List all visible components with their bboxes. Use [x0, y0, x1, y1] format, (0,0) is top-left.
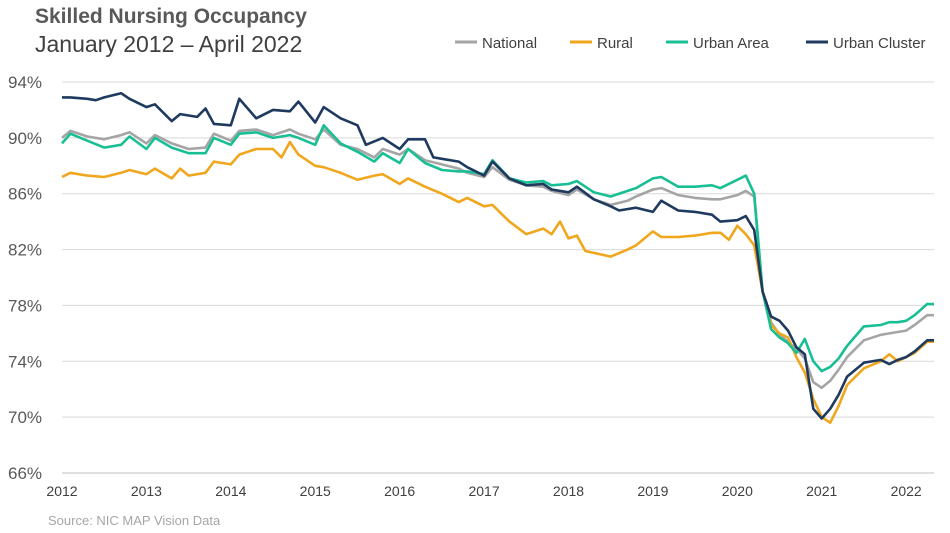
x-tick-label: 2013 — [131, 483, 162, 499]
legend-label: Rural — [597, 35, 633, 52]
series-line-urban-cluster — [62, 91, 934, 420]
legend-item-urban-area: Urban Area — [666, 35, 770, 52]
series-lines — [61, 91, 934, 424]
legend-label: National — [482, 35, 537, 52]
y-tick-label: 74% — [8, 352, 42, 371]
series-line-national — [61, 128, 934, 390]
x-tick-label: 2021 — [806, 483, 837, 499]
source-note: Source: NIC MAP Vision Data — [48, 513, 221, 528]
x-tick-label: 2018 — [553, 483, 584, 499]
x-tick-label: 2019 — [637, 483, 668, 499]
legend-label: Urban Area — [693, 35, 770, 52]
series-line-urban-area — [61, 124, 934, 373]
chart-subtitle: January 2012 – April 2022 — [35, 31, 303, 57]
x-tick-label: 2020 — [722, 483, 753, 499]
y-tick-label: 70% — [8, 408, 42, 427]
legend-item-rural: Rural — [570, 35, 633, 52]
x-tick-label: 2014 — [215, 483, 246, 499]
y-tick-label: 94% — [8, 73, 42, 92]
y-tick-label: 90% — [8, 129, 42, 148]
y-tick-label: 86% — [8, 185, 42, 204]
y-tick-label: 78% — [8, 296, 42, 315]
x-axis-ticks: 2012 2013 2014 2015 2016 2017 2018 2019 2020 2021… — [46, 483, 922, 499]
x-tick-label: 2022 — [891, 483, 922, 499]
legend-item-national: National — [455, 35, 537, 52]
y-tick-label: 66% — [8, 464, 42, 483]
chart-title: Skilled Nursing Occupancy — [35, 5, 307, 28]
legend-item-urban-cluster: Urban Cluster — [806, 35, 926, 52]
x-tick-label: 2017 — [468, 483, 499, 499]
series-line-rural — [61, 140, 934, 424]
y-tick-label: 82% — [8, 241, 42, 260]
y-axis-ticks: 66% 70% 74% 78% 82% 86% 90% 94% — [8, 73, 42, 483]
x-tick-label: 2012 — [46, 483, 77, 499]
legend: National Rural Urban Area Urban Cluster — [455, 35, 926, 52]
x-tick-label: 2015 — [300, 483, 331, 499]
gridlines — [62, 81, 934, 474]
x-tick-label: 2016 — [384, 483, 415, 499]
legend-label: Urban Cluster — [833, 35, 926, 52]
